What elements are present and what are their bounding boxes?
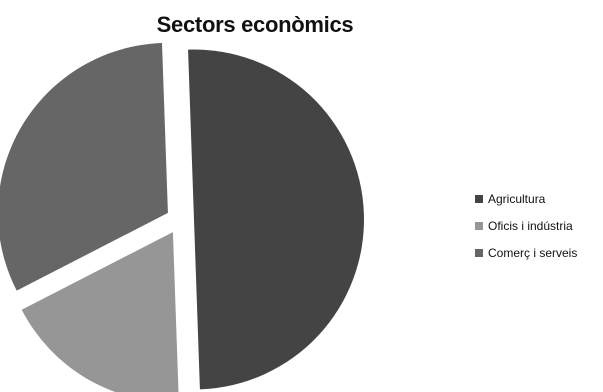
chart-title: Sectors econòmics bbox=[156, 12, 354, 37]
pie-slice-oficis-i-industria bbox=[21, 232, 179, 392]
pie-slices bbox=[0, 43, 364, 392]
legend-swatch-agricultura bbox=[475, 195, 483, 203]
legend-item-comerc-i-serveis: Comerç i serveis bbox=[475, 244, 577, 262]
legend-item-oficis-i-industria: Oficis i indústria bbox=[475, 217, 577, 235]
legend-label-oficis-i-industria: Oficis i indústria bbox=[488, 219, 573, 233]
legend-swatch-oficis-i-industria bbox=[475, 222, 483, 230]
legend-label-agricultura: Agricultura bbox=[488, 192, 546, 206]
legend-label-comerc-i-serveis: Comerç i serveis bbox=[488, 246, 578, 260]
pie-slice-comerc-i-serveis bbox=[0, 43, 168, 291]
legend-item-agricultura: Agricultura bbox=[475, 190, 577, 208]
pie-slice-agricultura bbox=[188, 49, 364, 390]
legend-swatch-comerc-i-serveis bbox=[475, 249, 483, 257]
legend: Agricultura Oficis i indústria Comerç i … bbox=[475, 190, 577, 271]
